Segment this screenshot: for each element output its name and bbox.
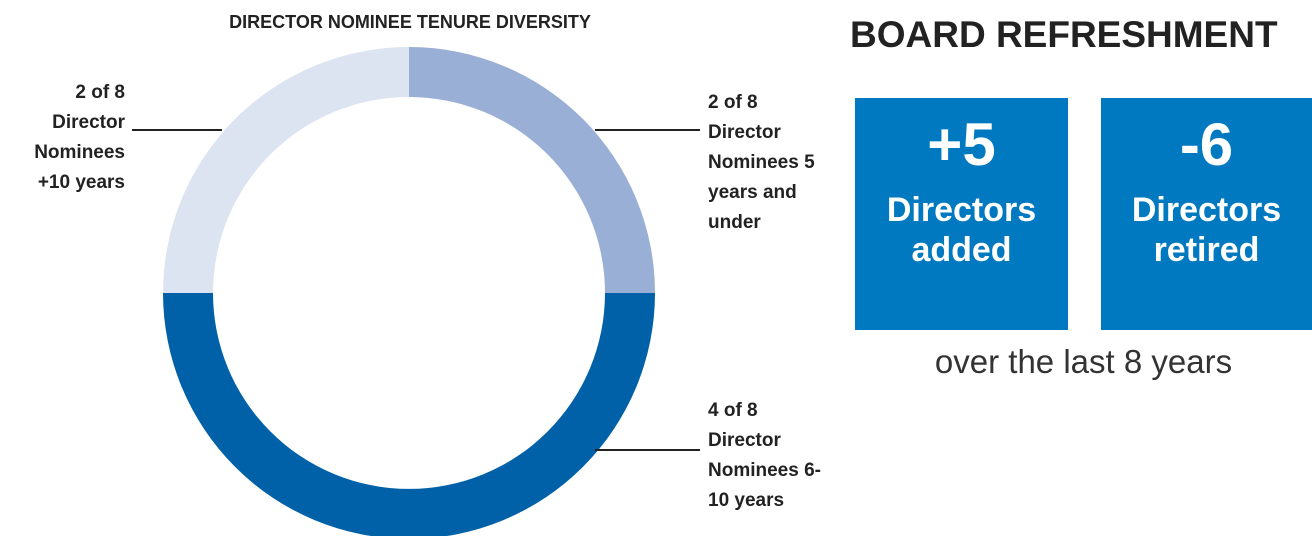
value-label: 4 of 8 (708, 400, 758, 421)
stat-label: Directors added (886, 191, 1037, 269)
stat-box: -6 Directors retired (1101, 98, 1312, 330)
note: over the last 8 years (934, 343, 1233, 380)
segment-label: 2 of 8 Director Nominees +10 years (0, 78, 125, 198)
segment-label: 4 of 8 Director Nominees 6-10 years (708, 396, 828, 516)
stat-box: +5 Directors added (855, 98, 1068, 330)
donut-segment (163, 293, 655, 536)
donut-segment (163, 47, 409, 293)
category-label: Director Nominees 6-10 years (708, 430, 821, 511)
value-label: 2 of 8 (75, 82, 125, 103)
category-label: Director Nominees 5 years and under (708, 122, 815, 233)
donut-segment (409, 47, 655, 293)
stat-label: Directors retired (1131, 191, 1282, 269)
chart-title: DIRECTOR NOMINEE TENURE DIVERSITY (229, 12, 591, 32)
stat-value: -6 (1179, 111, 1234, 178)
segment-label: 2 of 8 Director Nominees 5 years and unde… (708, 88, 828, 238)
section-title: BOARD REFRESHMENT (850, 14, 1278, 55)
donut-chart (132, 47, 700, 536)
value-label: 2 of 8 (708, 92, 758, 113)
stat-value: +5 (927, 111, 996, 178)
category-label: Director Nominees +10 years (34, 112, 125, 193)
